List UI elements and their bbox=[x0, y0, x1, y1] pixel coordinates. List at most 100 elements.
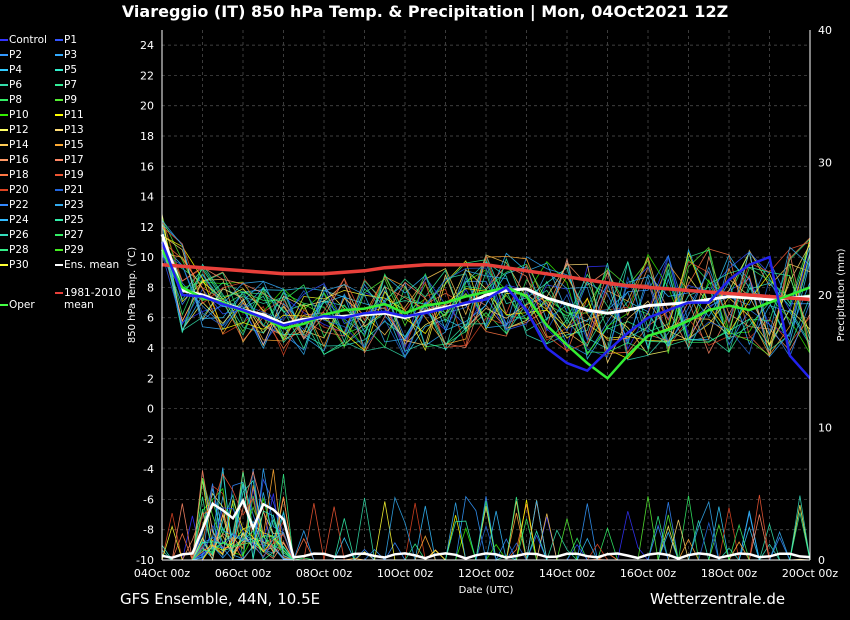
legend-item: P22 bbox=[0, 199, 29, 211]
legend-label: P24 bbox=[9, 214, 29, 226]
legend-swatch bbox=[0, 189, 8, 191]
legend-label: P22 bbox=[9, 199, 29, 211]
series-line-control bbox=[160, 241, 811, 380]
member-temp-line bbox=[161, 249, 811, 350]
x-tick-label: 08Oct 00z bbox=[296, 567, 353, 580]
legend-label: P9 bbox=[64, 94, 78, 106]
y-tick-label-right: 0 bbox=[818, 554, 825, 567]
legend-swatch bbox=[0, 114, 8, 116]
legend-label: P27 bbox=[64, 229, 84, 241]
member-temp-line bbox=[161, 223, 811, 358]
y-tick-label-left: 14 bbox=[140, 191, 154, 204]
y-axis-label-right: Precipitation (mm) bbox=[836, 248, 847, 341]
legend-swatch bbox=[0, 99, 8, 101]
legend-label: P1 bbox=[64, 34, 78, 46]
site-credit: Wetterzentrale.de bbox=[650, 590, 786, 608]
legend-swatch bbox=[55, 39, 63, 41]
member-precip-line bbox=[162, 521, 810, 561]
y-tick-label-left: 8 bbox=[147, 281, 154, 294]
legend-swatch bbox=[55, 219, 63, 221]
legend-swatch bbox=[0, 129, 8, 131]
legend-swatch bbox=[55, 249, 63, 251]
legend-swatch bbox=[55, 84, 63, 86]
y-tick-label-right: 40 bbox=[818, 24, 832, 37]
legend-item: P9 bbox=[55, 94, 77, 106]
legend-label: P14 bbox=[9, 139, 29, 151]
x-tick-label: 16Oct 00z bbox=[620, 567, 677, 580]
y-tick-label-left: -2 bbox=[143, 433, 154, 446]
y-tick-label-left: 4 bbox=[147, 342, 154, 355]
y-tick-label-left: -10 bbox=[136, 554, 154, 567]
legend-label: P4 bbox=[9, 64, 23, 76]
legend-item: P8 bbox=[0, 94, 22, 106]
legend-item: P27 bbox=[55, 229, 84, 241]
legend-label: mean bbox=[64, 299, 94, 311]
legend-label: P8 bbox=[9, 94, 23, 106]
legend-label: P23 bbox=[64, 199, 84, 211]
legend-swatch bbox=[0, 144, 8, 146]
legend-label: P28 bbox=[9, 244, 29, 256]
legend-item: P19 bbox=[55, 169, 84, 181]
legend-swatch bbox=[55, 69, 63, 71]
legend-item: P30 bbox=[0, 259, 29, 271]
legend-label: P18 bbox=[9, 169, 29, 181]
y-tick-label-left: 16 bbox=[140, 160, 154, 173]
x-tick-label: 18Oct 00z bbox=[701, 567, 758, 580]
legend-item: P1 bbox=[55, 34, 77, 46]
y-tick-label-right: 10 bbox=[818, 422, 832, 435]
legend-item: P21 bbox=[55, 184, 84, 196]
legend-item: Control bbox=[0, 34, 47, 46]
series-line-1981-2010-mean bbox=[161, 262, 811, 302]
legend-item: P3 bbox=[55, 49, 77, 61]
y-tick-label-left: 2 bbox=[147, 372, 154, 385]
legend-item: P7 bbox=[55, 79, 77, 91]
legend-label: P29 bbox=[64, 244, 84, 256]
member-temp-line bbox=[161, 218, 811, 356]
chart-title: Viareggio (IT) 850 hPa Temp. & Precipita… bbox=[121, 2, 729, 21]
legend-item: P17 bbox=[55, 154, 84, 166]
legend-item: P14 bbox=[0, 139, 29, 151]
legend-swatch bbox=[55, 292, 63, 294]
member-temp-line bbox=[161, 224, 811, 350]
member-temp-line bbox=[161, 237, 811, 358]
legend-item: P18 bbox=[0, 169, 29, 181]
legend-swatch bbox=[55, 144, 63, 146]
legend-label: P11 bbox=[64, 109, 84, 121]
legend-item: P25 bbox=[55, 214, 84, 226]
y-tick-label-left: 0 bbox=[147, 403, 154, 416]
y-tick-label-left: 10 bbox=[140, 251, 154, 264]
legend-label: P25 bbox=[64, 214, 84, 226]
precip-mean-line bbox=[161, 497, 811, 560]
series-lines bbox=[160, 233, 811, 380]
legend-swatch bbox=[55, 159, 63, 161]
legend-item: P16 bbox=[0, 154, 29, 166]
legend-label: P5 bbox=[64, 64, 78, 76]
legend-swatch bbox=[0, 249, 8, 251]
tick-labels: -10-8-6-4-202468101214161820222401020304… bbox=[134, 24, 839, 580]
legend-item: P11 bbox=[55, 109, 84, 121]
x-tick-label: 20Oct 00z bbox=[782, 567, 839, 580]
legend-label: P7 bbox=[64, 79, 78, 91]
legend-swatch bbox=[0, 264, 8, 266]
legend-swatch bbox=[0, 39, 8, 41]
legend-label: P21 bbox=[64, 184, 84, 196]
legend-label: P12 bbox=[9, 124, 29, 136]
legend-label: P30 bbox=[9, 259, 29, 271]
legend-label: P20 bbox=[9, 184, 29, 196]
legend-item: P28 bbox=[0, 244, 29, 256]
legend-item-oper: Oper bbox=[0, 299, 35, 311]
legend-item: P10 bbox=[0, 109, 29, 121]
member-temp-line bbox=[161, 238, 811, 356]
series-line-ens-mean bbox=[160, 233, 811, 326]
y-tick-label-left: -4 bbox=[143, 463, 154, 476]
legend-swatch bbox=[55, 129, 63, 131]
member-temp-line bbox=[161, 252, 811, 359]
y-tick-label-left: 6 bbox=[147, 312, 154, 325]
legend-swatch bbox=[0, 69, 8, 71]
model-info: GFS Ensemble, 44N, 10.5E bbox=[120, 590, 321, 608]
x-tick-label: 04Oct 00z bbox=[134, 567, 191, 580]
y-axis-label-left: 850 hPa Temp. (°C) bbox=[127, 247, 138, 343]
legend-swatch bbox=[55, 264, 63, 266]
member-temp-line bbox=[161, 226, 811, 352]
y-tick-label-left: -6 bbox=[143, 493, 154, 506]
